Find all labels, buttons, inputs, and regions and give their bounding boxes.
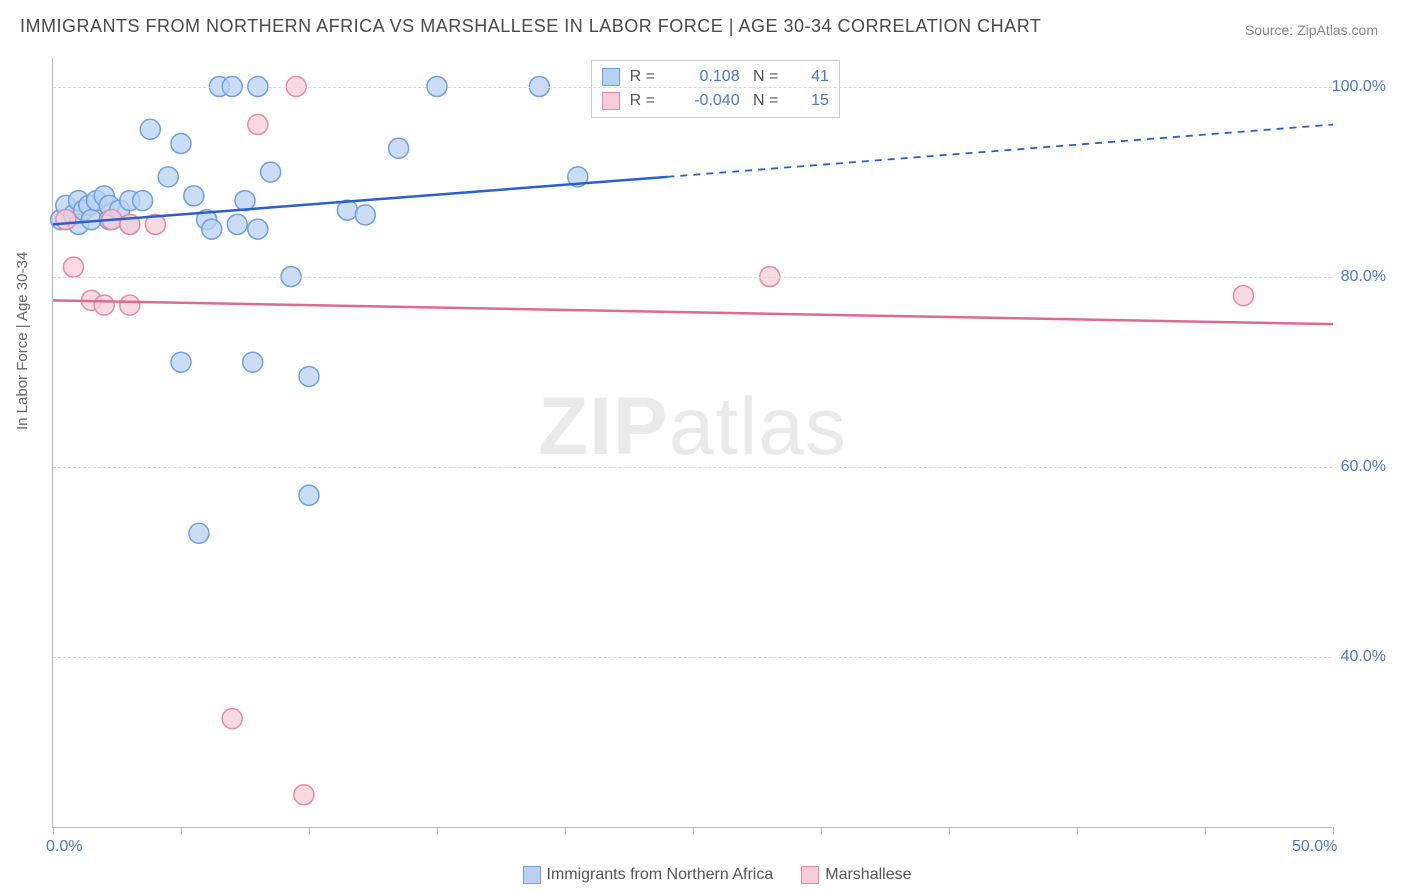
- legend-stat-row: R =-0.040 N =15: [602, 89, 829, 113]
- y-tick-label: 60.0%: [1341, 458, 1386, 476]
- source-attribution: Source: ZipAtlas.com: [1245, 22, 1378, 38]
- data-point-marshallese: [56, 210, 76, 230]
- data-point-northern_africa: [171, 134, 191, 154]
- x-tick: [821, 827, 822, 835]
- legend-stat-row: R =0.108 N =41: [602, 65, 829, 89]
- legend-series-label: Marshallese: [825, 866, 911, 883]
- x-tick-label: 50.0%: [1292, 838, 1337, 856]
- y-axis-label: In Labor Force | Age 30-34: [14, 252, 31, 430]
- y-tick-label: 100.0%: [1332, 78, 1386, 96]
- legend-n-value: 41: [793, 65, 829, 89]
- gridline-h: [53, 657, 1332, 658]
- legend-swatch: [523, 866, 541, 884]
- series-legend: Immigrants from Northern Africa Marshalle…: [0, 866, 1406, 884]
- legend-n-label: N =: [753, 89, 793, 113]
- x-tick: [1333, 827, 1334, 835]
- legend-n-label: N =: [753, 65, 793, 89]
- correlation-legend: R =0.108 N =41R =-0.040 N =15: [591, 60, 840, 118]
- x-tick-label: 0.0%: [46, 838, 82, 856]
- data-point-northern_africa: [158, 167, 178, 187]
- data-point-northern_africa: [189, 523, 209, 543]
- gridline-h: [53, 277, 1332, 278]
- regression-line-dash-northern_africa: [667, 125, 1333, 177]
- data-point-marshallese: [222, 709, 242, 729]
- x-tick: [437, 827, 438, 835]
- legend-r-label: R =: [630, 89, 670, 113]
- x-tick: [1077, 827, 1078, 835]
- chart-title: IMMIGRANTS FROM NORTHERN AFRICA VS MARSH…: [20, 16, 1041, 37]
- legend-r-value: -0.040: [670, 89, 740, 113]
- chart-plot-area: ZIPatlas R =0.108 N =41R =-0.040 N =15: [52, 58, 1332, 828]
- legend-series-label: Immigrants from Northern Africa: [547, 866, 774, 883]
- x-tick: [693, 827, 694, 835]
- gridline-h: [53, 467, 1332, 468]
- data-point-marshallese: [120, 295, 140, 315]
- data-point-northern_africa: [389, 138, 409, 158]
- legend-swatch: [602, 92, 620, 110]
- data-point-marshallese: [94, 295, 114, 315]
- data-point-northern_africa: [171, 352, 191, 372]
- x-tick: [181, 827, 182, 835]
- x-tick: [949, 827, 950, 835]
- data-point-northern_africa: [133, 191, 153, 211]
- data-point-northern_africa: [184, 186, 204, 206]
- data-point-marshallese: [248, 115, 268, 135]
- y-tick-label: 40.0%: [1341, 648, 1386, 666]
- data-point-northern_africa: [299, 485, 319, 505]
- data-point-northern_africa: [355, 205, 375, 225]
- y-tick-label: 80.0%: [1341, 268, 1386, 286]
- x-tick: [53, 827, 54, 835]
- x-tick: [1205, 827, 1206, 835]
- legend-r-label: R =: [630, 65, 670, 89]
- data-point-marshallese: [294, 785, 314, 805]
- data-point-northern_africa: [202, 219, 222, 239]
- legend-swatch: [801, 866, 819, 884]
- legend-r-value: 0.108: [670, 65, 740, 89]
- legend-n-value: 15: [793, 89, 829, 113]
- data-point-northern_africa: [261, 162, 281, 182]
- data-point-northern_africa: [227, 214, 247, 234]
- data-point-marshallese: [63, 257, 83, 277]
- data-point-northern_africa: [243, 352, 263, 372]
- gridline-h: [53, 87, 1332, 88]
- regression-line-marshallese: [53, 300, 1333, 324]
- x-tick: [309, 827, 310, 835]
- data-point-northern_africa: [299, 366, 319, 386]
- scatter-svg: [53, 58, 1333, 828]
- legend-swatch: [602, 68, 620, 86]
- data-point-northern_africa: [248, 219, 268, 239]
- data-point-northern_africa: [235, 191, 255, 211]
- data-point-marshallese: [1233, 286, 1253, 306]
- data-point-northern_africa: [140, 119, 160, 139]
- x-tick: [565, 827, 566, 835]
